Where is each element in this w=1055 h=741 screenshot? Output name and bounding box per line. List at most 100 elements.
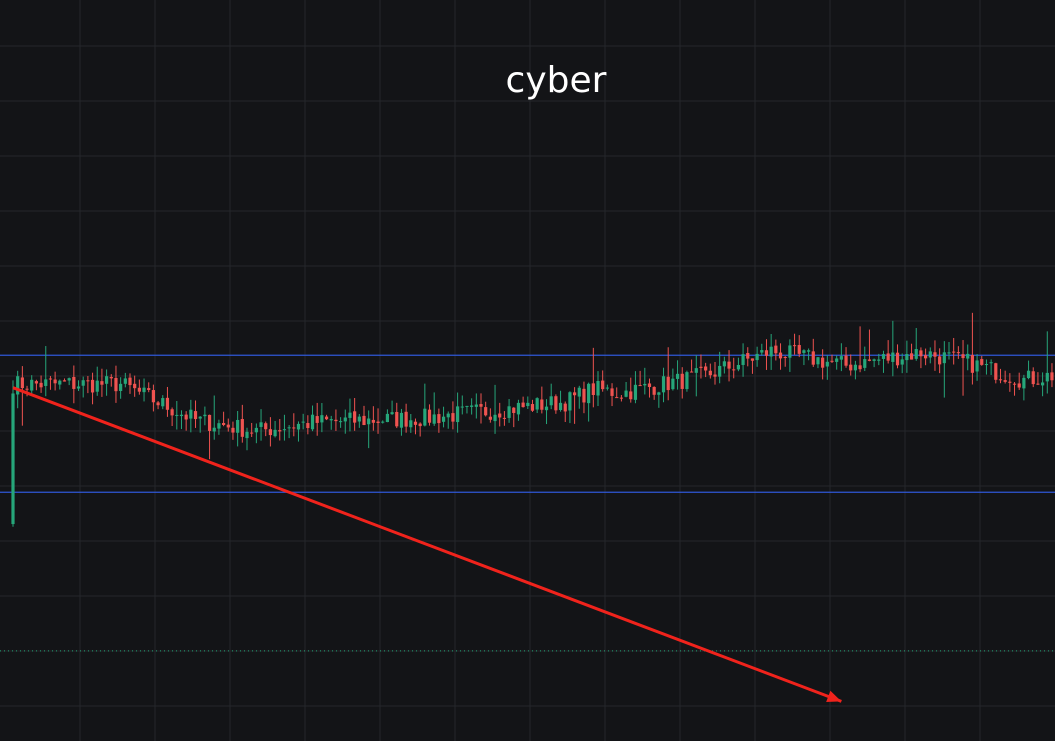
candle-body xyxy=(952,351,956,353)
candle-body xyxy=(334,419,338,422)
candle-body xyxy=(816,357,820,365)
candle-body xyxy=(867,359,872,361)
candle-body xyxy=(470,405,474,407)
candle-body xyxy=(371,419,375,423)
candles xyxy=(11,312,1054,527)
candle-body xyxy=(980,359,984,365)
candle-body xyxy=(353,411,357,423)
candle-body xyxy=(699,366,703,368)
candle-body xyxy=(193,411,198,420)
candle-body xyxy=(947,352,951,354)
candle-body xyxy=(825,361,829,367)
trend-line-group xyxy=(12,386,842,703)
candle-body xyxy=(217,423,221,429)
candle-body xyxy=(507,406,511,418)
candle-body xyxy=(95,380,99,392)
candle-body xyxy=(409,420,413,428)
candle-body xyxy=(484,407,488,416)
candle-body xyxy=(835,358,839,362)
candle-body xyxy=(86,380,90,382)
candle-body xyxy=(231,427,235,433)
candle-body xyxy=(72,376,76,389)
candle-body xyxy=(601,380,605,390)
candle-body xyxy=(67,378,71,381)
candle-body xyxy=(984,364,989,366)
candle-body xyxy=(989,362,993,364)
candle-body xyxy=(502,417,506,419)
candle-body xyxy=(1008,381,1012,383)
candle-body xyxy=(399,412,404,428)
candle-body xyxy=(657,392,661,395)
candle-body xyxy=(647,383,652,388)
candle-body xyxy=(638,385,642,387)
candle-body xyxy=(25,388,29,390)
candle-body xyxy=(891,352,895,362)
candle-body xyxy=(348,412,352,418)
candle-body xyxy=(418,423,422,427)
candle-body xyxy=(526,402,530,407)
candle-body xyxy=(512,407,516,413)
candle-body xyxy=(142,387,146,393)
candle-body xyxy=(732,369,736,371)
candle-body xyxy=(998,379,1003,381)
candle-body xyxy=(446,413,450,418)
candle-body xyxy=(596,380,600,396)
candle-body xyxy=(105,376,109,384)
candle-body xyxy=(577,387,581,397)
candle-body xyxy=(123,378,127,384)
candle-body xyxy=(792,345,797,347)
candle-body xyxy=(212,427,216,432)
candle-body xyxy=(207,414,212,431)
candle-body xyxy=(727,361,731,369)
candle-body xyxy=(961,354,965,359)
candle-body xyxy=(451,413,455,422)
candle-body xyxy=(278,430,282,432)
candle-body xyxy=(203,414,207,417)
candle-body xyxy=(296,423,301,430)
candle-body xyxy=(1003,380,1007,382)
candle-body xyxy=(189,409,193,419)
candle-body xyxy=(802,350,806,353)
candle-body xyxy=(521,402,525,408)
candle-body xyxy=(236,419,240,433)
candle-body xyxy=(774,345,778,354)
candle-body xyxy=(956,352,960,354)
candle-body xyxy=(587,383,591,404)
candle-body xyxy=(863,359,867,368)
candle-body xyxy=(1050,372,1054,381)
candle-body xyxy=(498,413,502,418)
candle-body xyxy=(886,353,890,361)
candle-body xyxy=(605,387,609,389)
candle-body xyxy=(1045,372,1049,382)
candle-body xyxy=(179,414,184,417)
candle-body xyxy=(666,376,670,391)
candle-body xyxy=(764,350,769,356)
candle-body xyxy=(881,354,886,359)
candle-body xyxy=(432,414,436,424)
trend-line-arrowhead xyxy=(826,690,842,702)
candle-body xyxy=(306,423,310,429)
candle-body xyxy=(830,360,834,362)
candle-body xyxy=(245,431,249,439)
candle-body xyxy=(690,371,694,373)
candle-body xyxy=(53,379,57,384)
candle-body xyxy=(44,379,48,386)
candle-body xyxy=(320,415,324,423)
candle-body xyxy=(151,390,155,403)
candle-body xyxy=(184,414,188,420)
candle-body xyxy=(750,358,755,361)
candle-body xyxy=(62,380,67,382)
candle-body xyxy=(324,416,329,420)
candle-body xyxy=(821,357,825,368)
candle-body xyxy=(114,377,118,392)
candle-body xyxy=(413,421,418,425)
candle-body xyxy=(704,366,708,371)
candle-body xyxy=(48,378,53,380)
candle-body xyxy=(165,397,170,410)
candle-body xyxy=(858,365,862,370)
candle-body xyxy=(615,397,619,399)
candle-body xyxy=(376,421,380,423)
candle-body xyxy=(474,404,478,407)
candle-body xyxy=(385,413,389,423)
candle-body xyxy=(685,372,689,390)
